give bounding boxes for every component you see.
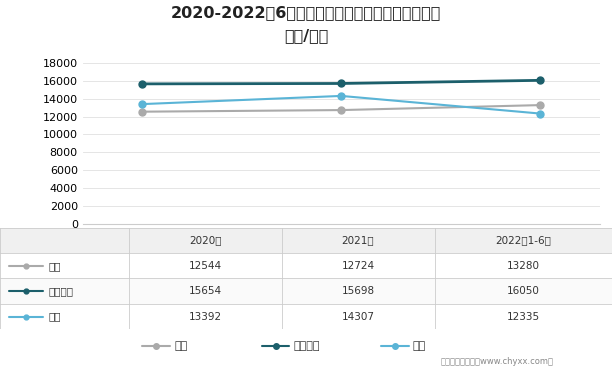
Text: 16050: 16050 [507,286,540,296]
酱料 [139,102,146,106]
Text: 12335: 12335 [507,312,540,322]
酱料 [338,94,345,98]
Text: 酱料: 酱料 [413,341,426,351]
水果制品 [537,78,544,83]
Text: 酱料: 酱料 [49,312,61,322]
Text: 水果制品: 水果制品 [49,286,74,296]
FancyBboxPatch shape [0,228,612,253]
Text: 15654: 15654 [188,286,222,296]
FancyBboxPatch shape [0,253,612,278]
Text: 13392: 13392 [188,312,222,322]
Text: 13280: 13280 [507,261,540,271]
FancyBboxPatch shape [0,304,612,329]
Text: 15698: 15698 [341,286,375,296]
Text: 12544: 12544 [188,261,222,271]
水果制品 [338,81,345,86]
Line: 酱料: 酱料 [139,92,543,117]
Text: 14307: 14307 [341,312,375,322]
Text: 12724: 12724 [341,261,375,271]
Text: 水果制品: 水果制品 [294,341,320,351]
Text: 2020年: 2020年 [188,235,222,245]
Line: 奶油: 奶油 [139,102,543,115]
酱料 [537,111,544,116]
Text: 奶油: 奶油 [174,341,187,351]
奶油 [139,110,146,114]
奶油 [338,108,345,112]
奶油 [537,103,544,107]
Text: 制图：智研咨询（www.chyxx.com）: 制图：智研咨询（www.chyxx.com） [441,357,554,366]
Text: 2020-2022年6月立高食品烘焙食品原料分产品均价: 2020-2022年6月立高食品烘焙食品原料分产品均价 [171,6,441,21]
Text: 2021年: 2021年 [341,235,375,245]
Text: 奶油: 奶油 [49,261,61,271]
Text: （元/吨）: （元/吨） [284,28,328,43]
水果制品 [139,82,146,86]
FancyBboxPatch shape [0,278,612,304]
Text: 2022年1-6月: 2022年1-6月 [495,235,551,245]
Line: 水果制品: 水果制品 [139,77,543,87]
